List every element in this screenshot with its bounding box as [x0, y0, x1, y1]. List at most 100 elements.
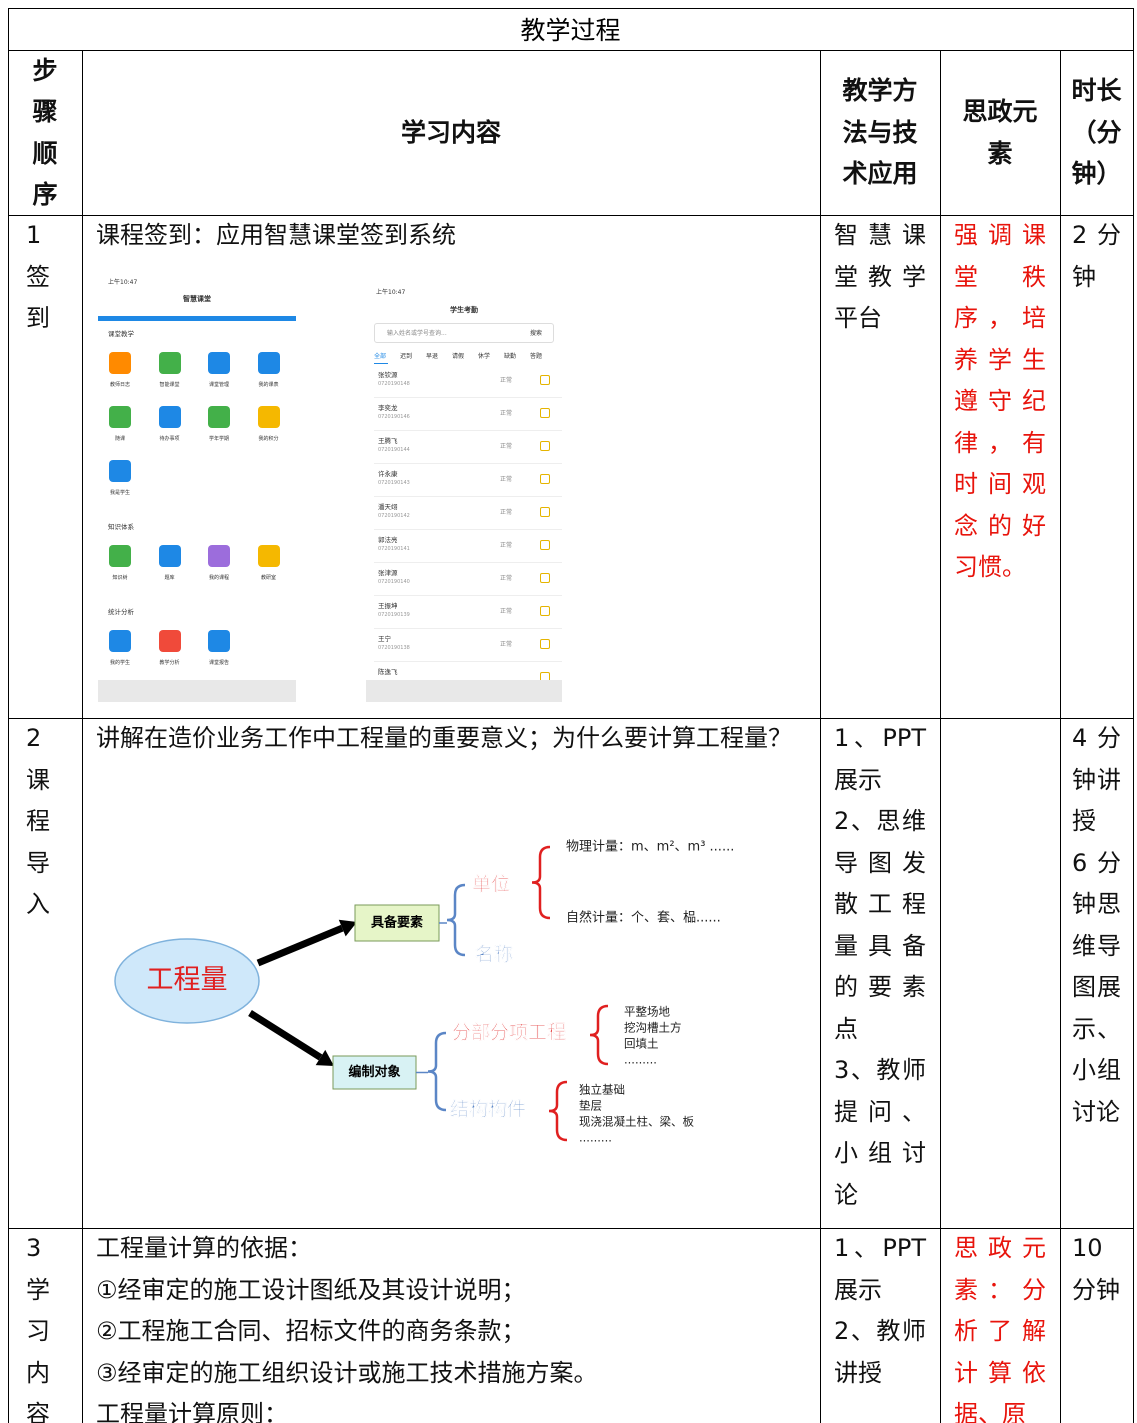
- app-icon: [208, 406, 230, 428]
- student-status: 正常: [500, 542, 513, 549]
- student-status: 正常: [500, 608, 513, 615]
- student-status: 正常: [500, 443, 513, 450]
- content-line: 工程量计算的依据：: [96, 1234, 312, 1262]
- method-cell: 1、PPT展示 2、思维导图发散工程量具备的要素点 3、教师提问、小组讨论: [820, 718, 940, 1228]
- row-divider: [374, 529, 562, 530]
- content-line: 工程量计算原则：: [96, 1400, 288, 1423]
- search-button: 搜索: [530, 330, 543, 337]
- row-divider: [374, 628, 562, 629]
- app-icon: [257, 406, 280, 428]
- step-number: 3: [26, 1234, 42, 1262]
- time-cell: 10分钟: [1060, 1228, 1133, 1423]
- student-id: 0720190148: [378, 381, 410, 387]
- student-name: 张钦源: [378, 371, 398, 379]
- nav-bar: [366, 680, 562, 702]
- method-item: 1、PPT展示: [834, 724, 926, 794]
- student-name: 王腾飞: [378, 437, 398, 445]
- step-name: 课程导入: [26, 765, 50, 919]
- icon-label: 我的积分: [258, 436, 279, 442]
- brace: [446, 883, 466, 957]
- method-item: 2、教师讲授: [834, 1317, 926, 1387]
- branch-label: 具备要素: [371, 915, 423, 931]
- student-id: 0720190140: [378, 579, 410, 585]
- row-divider: [374, 430, 562, 431]
- app-icon: [257, 545, 280, 567]
- app-title: 学生考勤: [450, 306, 478, 314]
- header-text: 时长（分钟）: [1071, 76, 1122, 189]
- table-border: [8, 1228, 1134, 1229]
- app-icon: [158, 545, 181, 567]
- arrow: [248, 1010, 323, 1061]
- time-item: 4 分钟讲授: [1072, 724, 1121, 835]
- step-number: 2: [26, 724, 42, 752]
- tab: 请假: [452, 353, 465, 360]
- root-label: 工程量: [147, 965, 228, 996]
- app-screen: 上午10:47 智慧课堂 课堂教学 教师日志 智能课堂 课堂管理 我的课表 随课 待办事项 学年学…: [98, 272, 296, 702]
- student-status: 正常: [500, 410, 513, 417]
- content-line: 课程签到：应用智慧课堂签到系统: [96, 221, 456, 249]
- tab: 迟到: [400, 353, 413, 360]
- search-placeholder: 输入姓名或学号查询...: [387, 330, 447, 337]
- table-title: 教学过程: [520, 16, 621, 45]
- row-divider: [374, 661, 562, 662]
- app-icon: [208, 545, 230, 567]
- student-name: 李奕龙: [378, 404, 398, 412]
- nav-bar: [98, 680, 296, 702]
- app-icon: [109, 460, 131, 482]
- student-name: 潘天翊: [378, 503, 398, 511]
- edit-icon: [540, 408, 550, 418]
- leaf-item: 平整场地: [624, 1005, 670, 1019]
- content-cell: 课程签到：应用智慧课堂签到系统: [82, 215, 820, 718]
- edit-icon: [540, 606, 550, 616]
- leaf-item: .........: [624, 1053, 657, 1067]
- app-icon: [257, 352, 280, 374]
- table-border: [82, 50, 83, 1423]
- edit-icon: [540, 375, 550, 385]
- header-cell: 时长（分钟）: [1060, 50, 1133, 215]
- header-cell: 学习内容: [82, 50, 820, 215]
- icon-label: 随课: [114, 436, 125, 442]
- table-border: [8, 8, 9, 1423]
- app-icon: [109, 406, 131, 428]
- child-label: 结构构件: [450, 1098, 526, 1121]
- step-name: 学习内容: [26, 1275, 50, 1423]
- header-cell: 步骤顺序: [8, 50, 82, 215]
- icon-label: 待办事项: [159, 436, 180, 442]
- student-status: 正常: [500, 575, 513, 582]
- method-item: 1、PPT展示: [834, 1234, 926, 1304]
- icon-label: 智能课堂: [159, 382, 180, 388]
- child-label: 单位: [472, 873, 510, 896]
- icon-label: 学年学期: [208, 436, 229, 442]
- arrow: [256, 924, 344, 967]
- table-border: [8, 8, 1134, 9]
- app-icon: [109, 352, 131, 374]
- brace: [589, 1004, 609, 1066]
- header-cell: 思政元素: [940, 50, 1060, 215]
- section-title: 知识体系: [108, 523, 134, 531]
- ideology-cell: 思政元素：分析了解计算依据、原: [954, 1234, 1046, 1423]
- header-text: 思政元素: [962, 97, 1038, 168]
- table-border: [8, 215, 1134, 216]
- edit-icon: [540, 573, 550, 583]
- method-item: 2、思维导图发散工程量具备的要素点: [834, 807, 926, 1043]
- app-icon: [109, 630, 131, 652]
- row-divider: [374, 397, 562, 398]
- icon-label: 我的课表: [258, 382, 279, 388]
- header-text: 学习内容: [400, 117, 501, 147]
- table-border: [820, 50, 821, 1423]
- row-divider: [374, 562, 562, 563]
- student-id: 0720190143: [378, 480, 410, 486]
- table-border: [1060, 50, 1061, 1423]
- section-title: 课堂教学: [108, 330, 134, 338]
- title-bar-accent: [98, 316, 296, 321]
- child-label: 分部分项工程: [452, 1021, 566, 1044]
- leaf-item: 现浇混凝土柱、梁、板: [579, 1115, 694, 1129]
- tab: 早退: [426, 353, 439, 360]
- brace: [548, 1080, 568, 1142]
- leaf-item: 垫层: [579, 1099, 602, 1113]
- tab: 缺勤: [504, 353, 517, 360]
- edit-icon: [540, 474, 550, 484]
- student-id: 0720190141: [378, 546, 410, 552]
- step-cell: 1 签到: [8, 215, 82, 718]
